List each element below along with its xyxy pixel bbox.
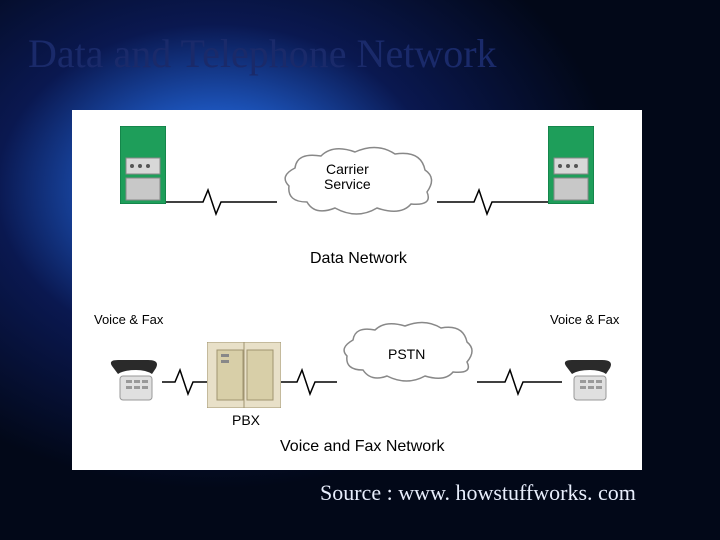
cloud-label-pstn: PSTN: [388, 346, 425, 362]
phone-icon: [108, 358, 162, 402]
voice-fax-left-label: Voice & Fax: [94, 312, 163, 327]
network-diagram: Carrier Service PSTN Data Network Voice …: [72, 110, 642, 470]
edge-line: [166, 188, 277, 216]
phone-icon: [562, 358, 616, 402]
voice-fax-right-label: Voice & Fax: [550, 312, 619, 327]
edge-line: [281, 368, 337, 396]
section-label-data: Data Network: [310, 250, 407, 268]
page-title: Data and Telephone Network: [28, 30, 497, 77]
edge-line: [162, 368, 208, 396]
server-icon: [548, 126, 594, 204]
pbx-label: PBX: [232, 412, 260, 428]
edge-line: [437, 188, 548, 216]
section-label-voicefax: Voice and Fax Network: [280, 438, 445, 456]
pbx-icon: [207, 342, 281, 408]
cloud-label-carrier: Carrier Service: [324, 162, 371, 192]
source-credit: Source : www. howstuffworks. com: [320, 480, 636, 506]
server-icon: [120, 126, 166, 204]
edge-line: [477, 368, 562, 396]
